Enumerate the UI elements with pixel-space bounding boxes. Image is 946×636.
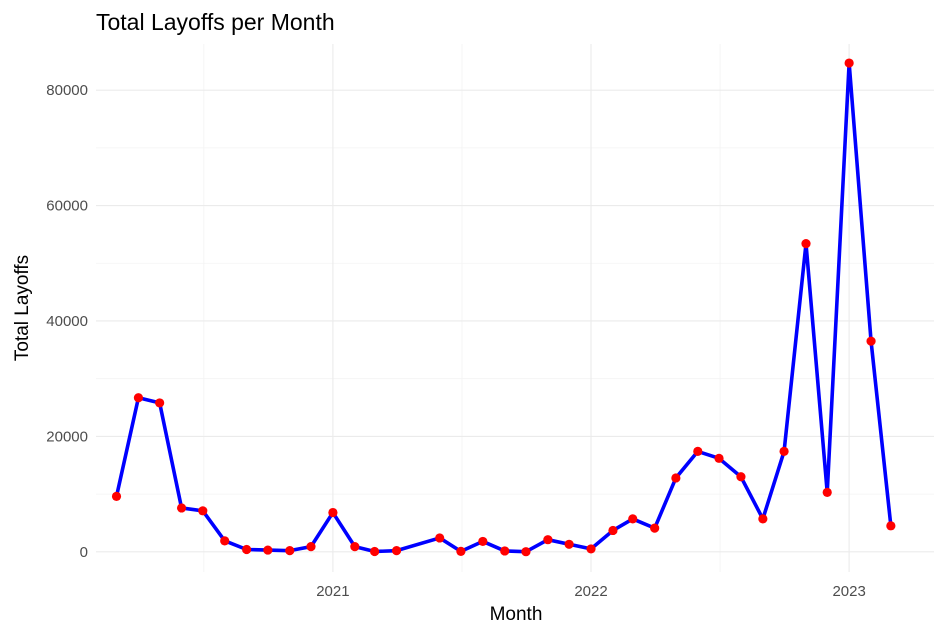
data-point (306, 542, 316, 552)
y-axis-title: Total Layoffs (12, 255, 33, 361)
x-tick-label: 2021 (316, 583, 349, 600)
data-point (564, 539, 574, 549)
data-point (111, 491, 122, 502)
x-tick-label: 2023 (832, 583, 865, 600)
data-point (586, 544, 596, 554)
data-point (435, 533, 445, 543)
data-point (500, 546, 510, 556)
data-point (155, 398, 165, 408)
data-point (521, 547, 531, 557)
data-point (822, 487, 832, 497)
data-point (758, 514, 768, 524)
y-tick-label: 80000 (46, 82, 88, 99)
data-point (628, 514, 638, 524)
data-point (801, 239, 811, 249)
data-point (242, 544, 252, 555)
data-point (220, 536, 230, 546)
data-point (456, 546, 466, 556)
series-line-layer (114, 61, 893, 554)
data-point (693, 446, 703, 456)
data-point (198, 506, 208, 516)
data-point (844, 58, 854, 68)
data-point (263, 545, 273, 555)
x-axis-title: Month (490, 604, 543, 625)
x-axis-ticks: 2021 2022 2023 (316, 583, 866, 600)
data-point (714, 453, 724, 463)
data-point (176, 503, 187, 513)
data-point (886, 521, 896, 531)
data-point (391, 546, 402, 556)
data-point (650, 523, 660, 533)
data-point (328, 507, 338, 518)
y-tick-label: 40000 (46, 313, 88, 330)
data-point (608, 525, 618, 536)
x-tick-label: 2022 (574, 583, 607, 600)
data-points (111, 58, 896, 557)
data-point (866, 336, 876, 346)
chart-title: Total Layoffs per Month (96, 9, 335, 35)
y-axis-ticks: 0 20000 40000 60000 80000 (46, 82, 88, 561)
data-point (736, 472, 746, 482)
data-point (478, 536, 488, 547)
data-point (671, 473, 681, 483)
y-tick-label: 0 (80, 544, 88, 561)
series-line (114, 61, 893, 554)
data-point (285, 546, 295, 556)
y-tick-label: 60000 (46, 198, 88, 215)
data-point (543, 535, 553, 545)
grid (96, 44, 934, 572)
data-point (350, 542, 360, 552)
y-tick-label: 20000 (46, 428, 88, 445)
data-point (779, 446, 789, 456)
data-point (370, 546, 380, 557)
data-point (133, 393, 144, 403)
